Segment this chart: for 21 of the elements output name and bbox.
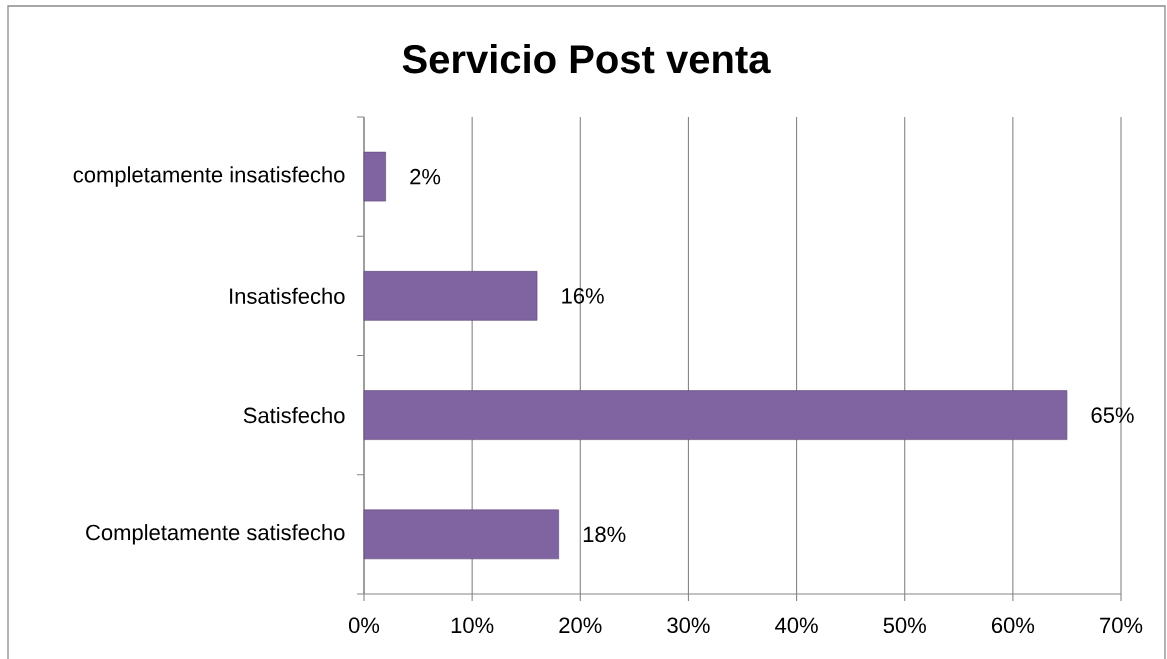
bar <box>363 390 1068 440</box>
data-label: 16% <box>562 288 604 304</box>
bar <box>363 509 559 560</box>
x-tick-label: 20% <box>559 617 602 634</box>
x-tick-label: 70% <box>1100 617 1143 634</box>
bar <box>363 151 386 202</box>
data-label: 18% <box>583 526 626 543</box>
y-tick-label: Completamente satisfecho <box>86 524 345 545</box>
chart-title: Servicio Post venta <box>402 44 771 74</box>
x-tick-label: 50% <box>883 617 926 634</box>
x-tick-label: 60% <box>991 617 1035 634</box>
data-label: 2% <box>410 168 441 185</box>
bar <box>363 271 538 321</box>
y-tick-label: completamente insatisfecho <box>73 166 345 187</box>
x-tick-label: 10% <box>451 617 494 634</box>
data-label: 65% <box>1091 407 1134 423</box>
x-tick-label: 40% <box>775 617 818 634</box>
y-tick-label: Satisfecho <box>243 407 345 424</box>
x-tick-label: 30% <box>667 617 710 634</box>
y-tick-label: Insatisfecho <box>230 287 345 304</box>
x-tick-label: 0% <box>348 617 380 634</box>
